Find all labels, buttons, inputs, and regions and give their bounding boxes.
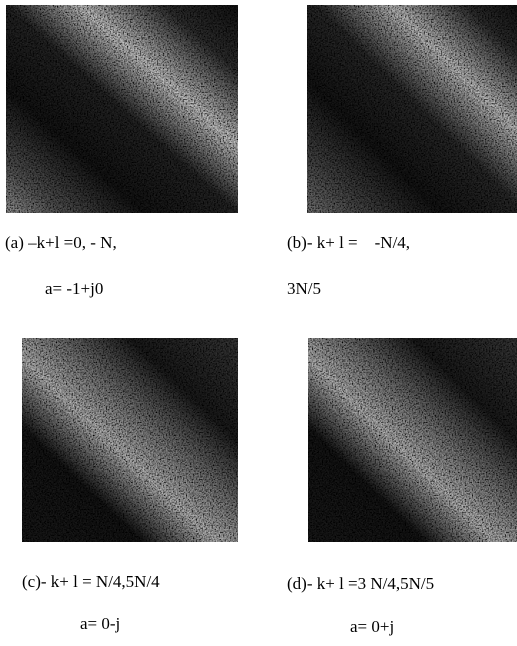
caption: (c)- k+ l = N/4,5N/4 [22,572,160,592]
panel-image [22,338,238,542]
caption: a= 0+j [350,617,394,637]
caption: 3N/5 [287,279,321,299]
caption: (a) –k+l =0, - N, [5,233,117,253]
caption: (b)- k+ l = -N/4, [287,233,410,253]
caption: a= -1+j0 [45,279,103,299]
figure-page: (a) –k+l =0, - N, a= -1+j0 (b)- k+ l = -… [0,0,517,646]
caption: a= 0-j [80,614,120,634]
panel-image [6,5,238,213]
caption: (d)- k+ l =3 N/4,5N/5 [287,574,434,594]
panel-image [308,338,517,542]
panel-image [307,5,517,213]
